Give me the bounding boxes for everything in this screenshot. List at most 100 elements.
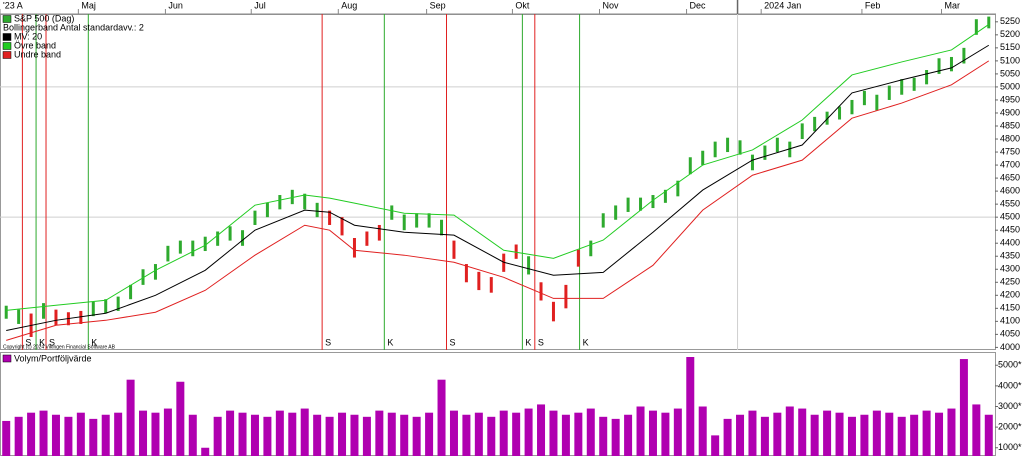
volume-bar [847, 416, 856, 456]
volume-bar [636, 406, 645, 456]
volume-bar [711, 435, 720, 456]
volume-bar [275, 410, 284, 456]
volume-bar [387, 412, 396, 456]
indicator-line [6, 24, 990, 311]
y-tick-label: 4800 [1000, 133, 1020, 143]
y-tick-label: 4050 [1000, 329, 1020, 339]
y-tick-label: 4750 [1000, 146, 1020, 156]
volume-bar [325, 416, 334, 456]
legend-swatch [2, 15, 12, 23]
y-tick-label: 4100 [1000, 316, 1020, 326]
signal-label: S [25, 337, 31, 347]
y-tick-label: 4200 [1000, 290, 1020, 300]
volume-bar [723, 418, 732, 456]
y-tick-label: 4650 [1000, 172, 1020, 182]
volume-bar [910, 414, 919, 456]
signal-label: K [583, 337, 589, 347]
x-tick-label: Nov [602, 0, 619, 10]
x-tick-label: Jul [254, 0, 266, 10]
volume-bar [238, 412, 247, 456]
volume-bar [972, 404, 981, 456]
y-tick-label: 4900 [1000, 107, 1020, 117]
y-tick-label: 4400 [1000, 238, 1020, 248]
volume-bar [872, 410, 881, 456]
volume-bar [748, 410, 757, 456]
legend-swatch [2, 33, 12, 41]
signal-label: K [387, 337, 393, 347]
legend-swatch [2, 354, 12, 363]
volume-bar [574, 412, 583, 456]
volume-bar [288, 412, 297, 456]
signal-label: S [538, 337, 544, 347]
volume-bar [213, 416, 222, 456]
volume-bar [823, 410, 832, 456]
volume-bar [188, 414, 197, 456]
x-tick-label: Okt [515, 0, 530, 10]
copyright: Copyright (c) 2024 Vikingen Financial So… [3, 344, 116, 350]
indicator-line [6, 60, 990, 341]
x-tick-label: Jun [168, 0, 183, 10]
volume-bar [425, 412, 434, 456]
volume-bar [39, 410, 48, 456]
legend-swatch [2, 42, 12, 50]
volume-bar [561, 414, 570, 456]
y-tick-label: 5100 [1000, 55, 1020, 65]
volume-bar [611, 418, 620, 456]
y-tick-label: 5000 [1000, 81, 1020, 91]
y-tick-label: 4500 [1000, 212, 1020, 222]
volume-bar [648, 410, 657, 456]
volume-bar [300, 408, 309, 456]
volume-bar [27, 412, 36, 456]
volume-bar [139, 410, 148, 456]
volume-bar [984, 414, 993, 456]
legend-swatch [2, 51, 12, 59]
volume-bar [126, 379, 135, 456]
y-tick-label: 4550 [1000, 199, 1020, 209]
volume-bar [524, 408, 533, 456]
y-tick-label: 2000* [998, 422, 1022, 432]
volume-bar [736, 414, 745, 456]
x-tick-label: Aug [341, 0, 357, 10]
y-tick-label: 3000* [998, 401, 1022, 411]
y-tick-label: 5000* [998, 360, 1022, 370]
volume-bar [362, 416, 371, 456]
volume-bar [512, 412, 521, 456]
volume-bar [412, 416, 421, 456]
volume-bar [935, 412, 944, 456]
volume-bar [835, 412, 844, 456]
x-tick-label: 2024 Jan [764, 0, 801, 10]
legend-label: Undre band [14, 49, 61, 59]
volume-bar [673, 408, 682, 456]
volume-bar [922, 410, 931, 456]
volume-bar [338, 412, 347, 456]
volume-bar [151, 412, 160, 456]
x-tick-label: Sep [430, 0, 446, 10]
volume-bar [201, 447, 210, 456]
volume-bar [76, 412, 85, 456]
volume-bar [375, 410, 384, 456]
volume-bar [499, 410, 508, 456]
volume-bar [773, 412, 782, 456]
legend-label: Volym/Portföljvärde [14, 353, 92, 363]
y-tick-label: 5250 [1000, 16, 1020, 26]
volume-bar [400, 414, 409, 456]
legend-label: MV: 20 [14, 31, 42, 41]
volume-bar [860, 414, 869, 456]
volume-bar [760, 416, 769, 456]
y-tick-label: 5150 [1000, 42, 1020, 52]
volume-bar [698, 406, 707, 456]
volume-bar [350, 414, 359, 456]
volume-bar [163, 408, 172, 456]
volume-bar [226, 410, 235, 456]
signal-label: K [91, 337, 97, 347]
volume-bar [462, 414, 471, 456]
signal-label: K [525, 337, 531, 347]
volume-bar [313, 414, 322, 456]
signal-label: S [325, 337, 331, 347]
volume-bar [64, 416, 73, 456]
x-tick-label: Dec [690, 0, 707, 10]
volume-bar [250, 414, 259, 456]
y-tick-label: 1000* [998, 442, 1022, 452]
